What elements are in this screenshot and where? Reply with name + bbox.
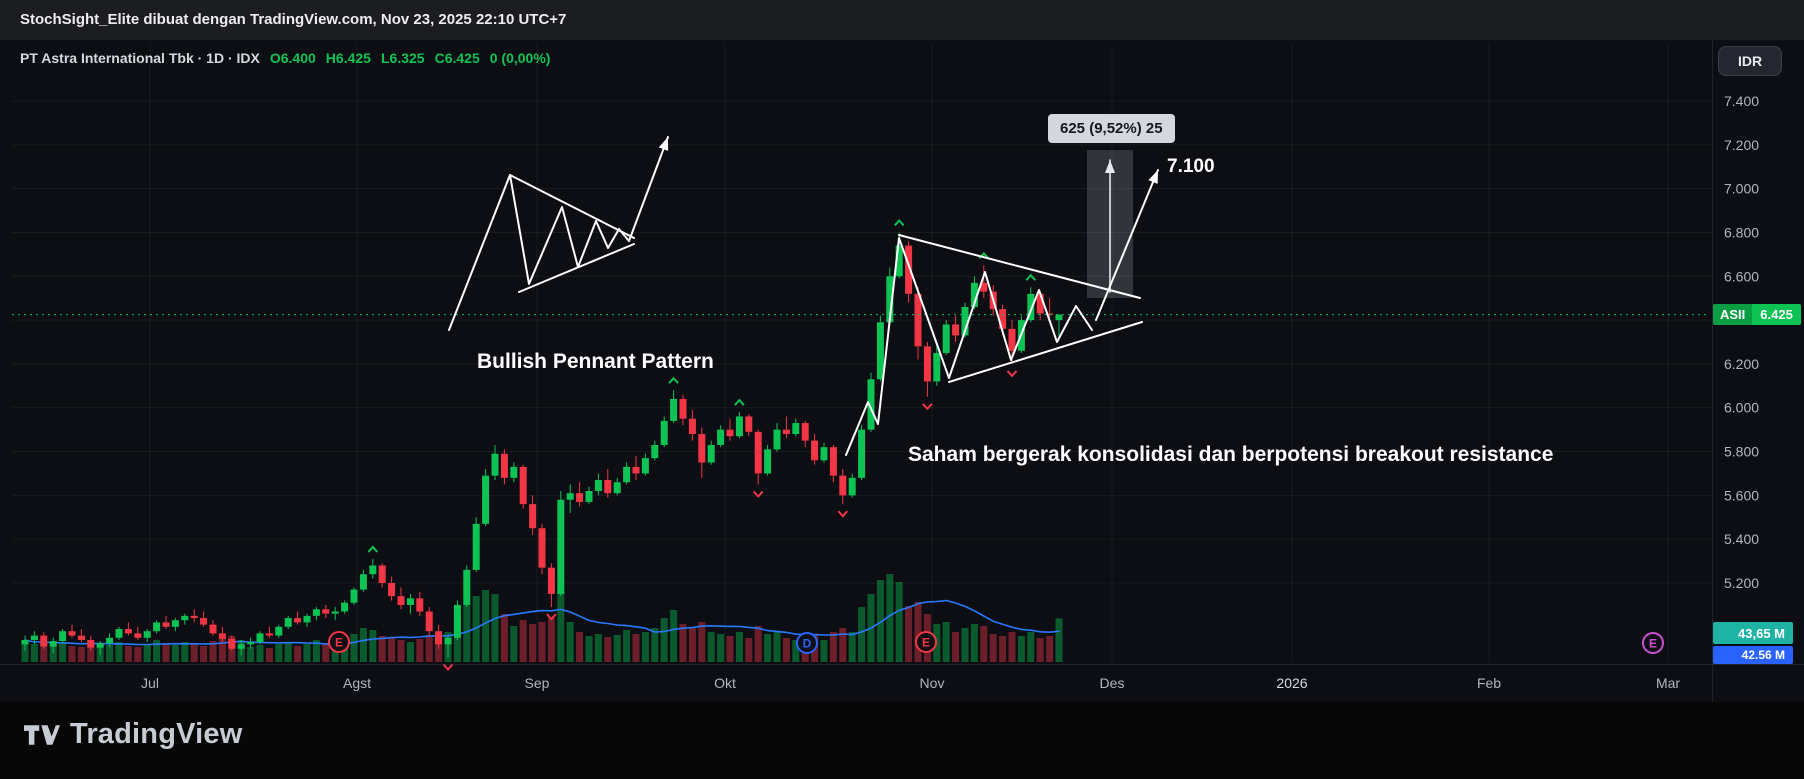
y-axis-labels[interactable]: 7.400 7.200 7.000 6.800 6.600 6.200 6.000 5.800… [1724, 93, 1759, 591]
svg-text:Des: Des [1100, 675, 1125, 691]
svg-text:5.800: 5.800 [1724, 444, 1759, 460]
ohlc-close: C6.425 [434, 50, 480, 66]
svg-text:6.200: 6.200 [1724, 356, 1759, 372]
svg-text:E: E [1649, 637, 1657, 651]
pattern-annotation-text[interactable]: Bullish Pennant Pattern [477, 350, 714, 373]
earnings-marker-1[interactable]: E [328, 631, 350, 653]
dividend-marker[interactable]: D [796, 632, 818, 654]
measure-label: 625 (9,52%) 25 [1048, 114, 1175, 143]
svg-text:Feb: Feb [1477, 675, 1501, 691]
attribution-text: StochSight_Elite dibuat dengan TradingVi… [20, 11, 567, 28]
volume-ma-badge: 42.56 M [1713, 646, 1793, 664]
svg-text:7.200: 7.200 [1724, 137, 1759, 153]
svg-text:6.000: 6.000 [1724, 400, 1759, 416]
svg-text:6.600: 6.600 [1724, 268, 1759, 284]
svg-text:Okt: Okt [714, 675, 736, 691]
svg-text:5.400: 5.400 [1724, 531, 1759, 547]
ohlc-low: L6.325 [380, 50, 425, 66]
earnings-marker-upcoming[interactable]: E [1642, 632, 1664, 654]
svg-text:Jul: Jul [141, 675, 159, 691]
last-price-value: 6.425 [1752, 304, 1801, 325]
signal-markers [367, 218, 1037, 671]
chart-background [0, 40, 1804, 702]
svg-text:Agst: Agst [343, 675, 371, 691]
earnings-marker-2[interactable]: E [915, 631, 937, 653]
svg-text:7.000: 7.000 [1724, 181, 1759, 197]
ohlc-high: H6.425 [325, 50, 371, 66]
svg-text:5.600: 5.600 [1724, 487, 1759, 503]
pennant-pattern-drawing[interactable] [845, 169, 1159, 456]
svg-text:2026: 2026 [1276, 675, 1307, 691]
x-axis-labels[interactable]: Jul Agst Sep Okt Nov Des 2026 Feb Mar [141, 675, 1680, 691]
svg-text:E: E [922, 636, 930, 650]
footer-bar: TradingView [0, 702, 1804, 779]
candlestick-series[interactable] [21, 232, 1063, 658]
svg-text:E: E [335, 636, 343, 650]
svg-text:5.200: 5.200 [1724, 575, 1759, 591]
volume-ma-line [24, 599, 1060, 646]
svg-text:7.400: 7.400 [1724, 93, 1759, 109]
symbol-title[interactable]: PT Astra International Tbk · 1D · IDX [20, 50, 260, 66]
tradingview-logo-icon [24, 724, 60, 745]
svg-text:D: D [803, 637, 812, 651]
currency-button[interactable]: IDR [1718, 46, 1782, 76]
change-value: 0 (0,00%) [489, 50, 551, 66]
svg-text:Nov: Nov [920, 675, 945, 691]
ohlc-open: O6.400 [269, 50, 316, 66]
grid-lines [0, 40, 1804, 702]
volume-current-badge: 43,65 M [1713, 622, 1793, 644]
symbol-legend: PT Astra International Tbk · 1D · IDX O6… [20, 50, 550, 66]
svg-text:6.800: 6.800 [1724, 224, 1759, 240]
pennant-sketch-drawing[interactable] [448, 136, 669, 331]
tradingview-wordmark: TradingView [70, 718, 243, 750]
price-range-measure[interactable] [1087, 150, 1133, 298]
tradingview-logo[interactable]: TradingView [24, 718, 243, 751]
target-price-label[interactable]: 7.100 [1167, 156, 1215, 177]
ticker-label: ASII [1713, 304, 1753, 325]
svg-text:Sep: Sep [525, 675, 550, 691]
attribution-bar: StochSight_Elite dibuat dengan TradingVi… [0, 0, 1804, 40]
svg-text:Mar: Mar [1656, 675, 1680, 691]
consolidation-note-text[interactable]: Saham bergerak konsolidasi dan berpotens… [908, 443, 1554, 466]
last-price-badge[interactable]: ASII 6.425 [1713, 304, 1801, 325]
